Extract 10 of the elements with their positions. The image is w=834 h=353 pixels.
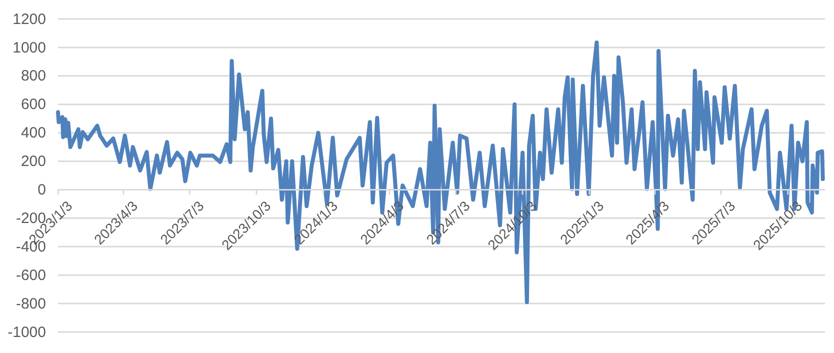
y-tick-label: 400	[20, 124, 46, 142]
y-tick-label: 0	[38, 182, 46, 199]
y-tick-label: 1000	[12, 39, 46, 56]
y-tick-label: 600	[20, 96, 46, 114]
y-tick-label: 1200	[12, 10, 46, 28]
y-tick-label: -600	[16, 266, 46, 284]
y-tick-label: -1000	[8, 324, 46, 341]
y-tick-label: 800	[20, 68, 46, 85]
y-tick-label: 200	[20, 153, 46, 170]
y-tick-label: -800	[16, 295, 46, 312]
